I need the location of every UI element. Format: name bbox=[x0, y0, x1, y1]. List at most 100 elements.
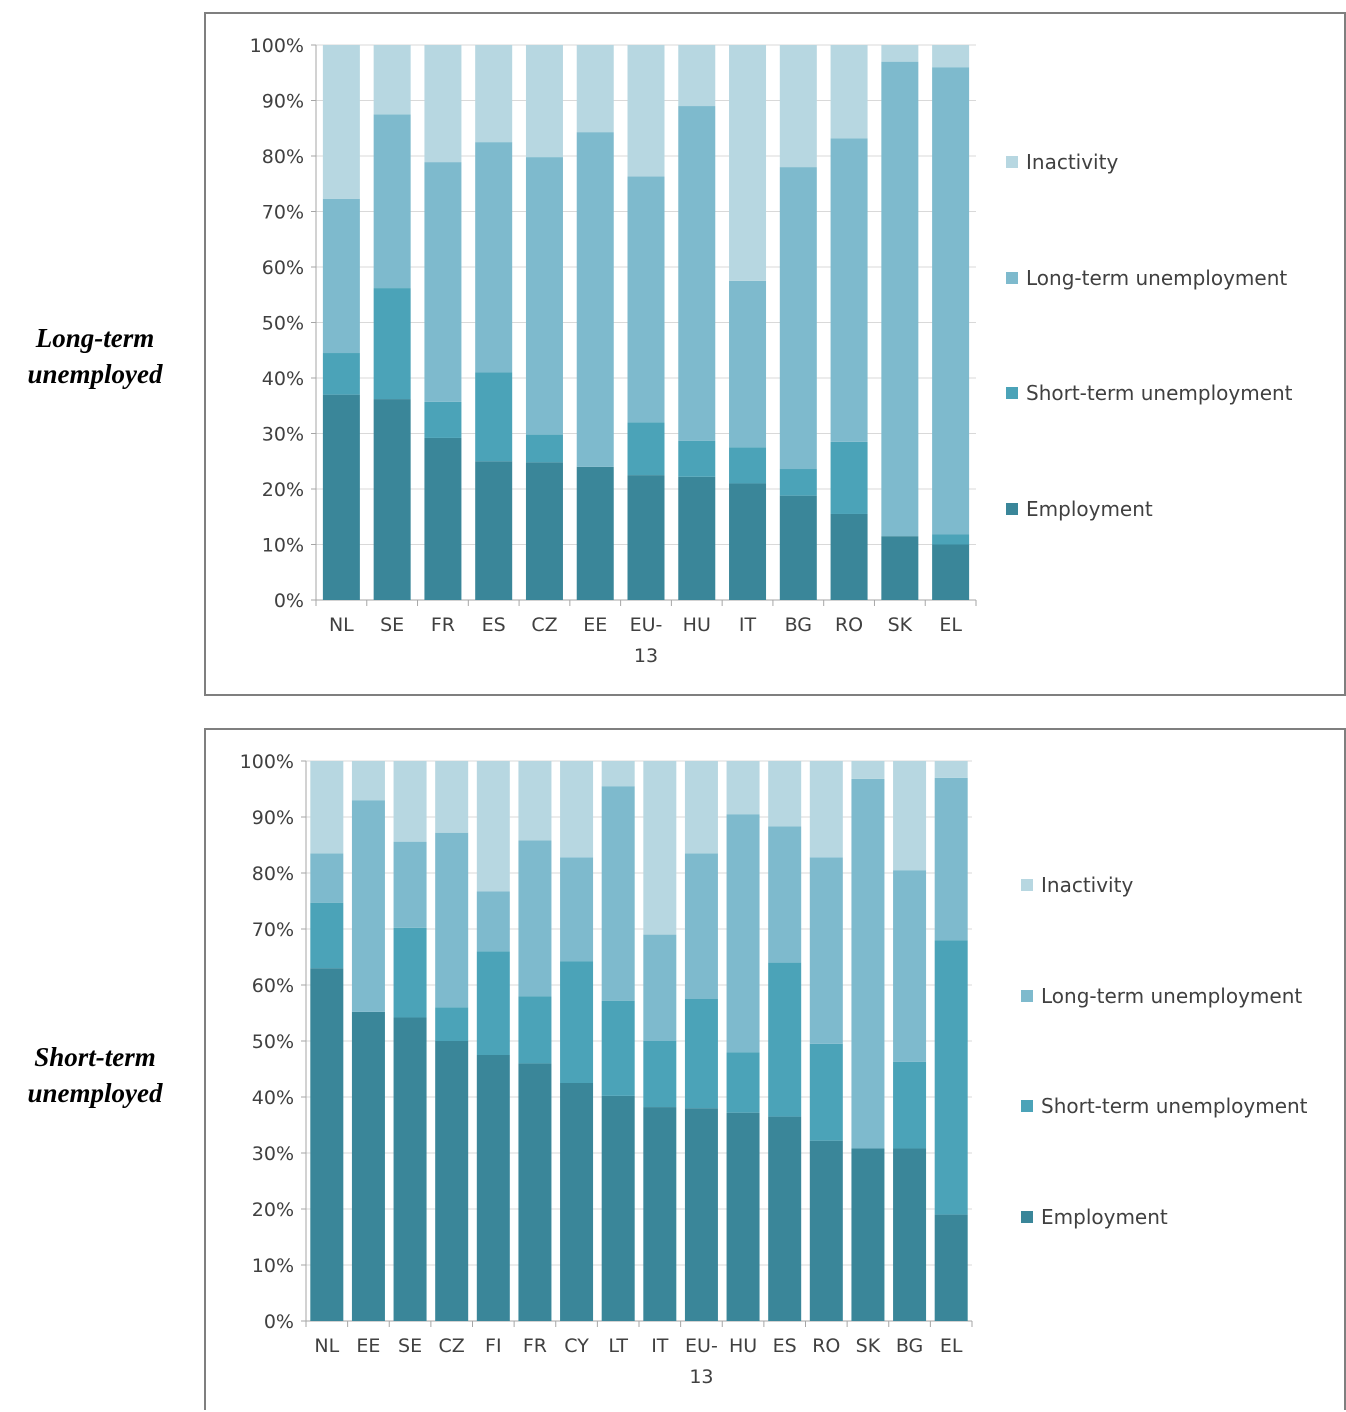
bar-short-term-unemployment-fr bbox=[424, 401, 462, 438]
y-tick-label: 60% bbox=[252, 975, 294, 997]
bar-long-term-unemployment-bg bbox=[779, 167, 817, 470]
y-tick-label: 10% bbox=[252, 1255, 294, 1277]
y-tick-label: 20% bbox=[262, 479, 304, 501]
x-tick-label-lt: LT bbox=[608, 1335, 628, 1357]
legend-label-inactivity: Inactivity bbox=[1026, 150, 1118, 174]
x-tick-label-nl: NL bbox=[329, 614, 354, 636]
bar-inactivity-bg bbox=[893, 761, 927, 871]
bar-long-term-unemployment-se bbox=[393, 841, 427, 928]
x-tick-label-bg: BG bbox=[785, 614, 812, 636]
chart-panel-long-term: 0% 10% 20% 30% 40% 50% 60% 70% 80% 90% 100% NL SE FR E… bbox=[204, 12, 1346, 696]
y-tick-label: 60% bbox=[262, 257, 304, 279]
row-label-bottom-line2: unemployed bbox=[27, 1078, 163, 1108]
bar-employment-cz bbox=[435, 1041, 469, 1321]
bar-employment-fr bbox=[424, 437, 462, 600]
legend-label-inactivity: Inactivity bbox=[1041, 873, 1133, 897]
bar-inactivity-nl bbox=[310, 761, 344, 854]
x-tick-label-fr: FR bbox=[523, 1335, 547, 1357]
y-tick-label: 40% bbox=[262, 368, 304, 390]
bar-short-term-unemployment-eu-13 bbox=[627, 422, 665, 476]
bar-long-term-unemployment-es bbox=[768, 826, 802, 963]
bar-inactivity-it bbox=[643, 761, 677, 935]
bar-inactivity-hu bbox=[678, 45, 716, 107]
bar-inactivity-ro bbox=[830, 45, 868, 139]
bar-short-term-unemployment-es bbox=[768, 962, 802, 1117]
bar-short-term-unemployment-cz bbox=[435, 1007, 469, 1041]
x-tick-label-se: SE bbox=[398, 1335, 422, 1357]
bar-short-term-unemployment-eu-13 bbox=[684, 999, 718, 1109]
y-tick-label: 50% bbox=[262, 313, 304, 335]
bar-short-term-unemployment-it bbox=[643, 1041, 677, 1108]
bar-long-term-unemployment-sk bbox=[851, 778, 885, 1149]
legend-label-long-term-unemployment: Long-term unemployment bbox=[1026, 266, 1287, 290]
bar-employment-nl bbox=[322, 394, 360, 600]
bar-short-term-unemployment-el bbox=[934, 940, 968, 1215]
bar-employment-ee bbox=[576, 466, 614, 600]
y-tick-label: 20% bbox=[252, 1199, 294, 1221]
x-tick-label-ro: RO bbox=[835, 614, 863, 636]
legend-swatch-short-term-unemployment bbox=[1006, 387, 1018, 399]
x-tick-label-cz: CZ bbox=[531, 614, 557, 636]
bar-long-term-unemployment-fi bbox=[476, 891, 510, 952]
x-tick-label-eu-13: EU-13 bbox=[630, 614, 663, 667]
legend-swatch-short-term-unemployment bbox=[1021, 1100, 1033, 1112]
y-tick-label: 0% bbox=[264, 1311, 294, 1333]
x-tick-label-fi: FI bbox=[485, 1335, 502, 1357]
bar-inactivity-ro bbox=[809, 761, 843, 858]
bar-short-term-unemployment-fi bbox=[476, 951, 510, 1055]
bar-long-term-unemployment-it bbox=[643, 934, 677, 1041]
bar-employment-nl bbox=[310, 968, 344, 1321]
y-tick-label: 90% bbox=[262, 91, 304, 113]
bar-employment-sk bbox=[851, 1148, 885, 1321]
y-tick-label: 10% bbox=[262, 535, 304, 557]
legend-label-employment: Employment bbox=[1041, 1205, 1168, 1229]
bar-employment-eu-13 bbox=[627, 475, 665, 600]
x-tick-label-ee: EE bbox=[356, 1335, 380, 1357]
x-tick-label-ro: RO bbox=[812, 1335, 840, 1357]
bar-short-term-unemployment-se bbox=[393, 927, 427, 1018]
bar-long-term-unemployment-ro bbox=[830, 138, 868, 442]
bar-short-term-unemployment-bg bbox=[893, 1061, 927, 1149]
bar-employment-el bbox=[934, 1214, 968, 1321]
y-tick-label: 30% bbox=[262, 424, 304, 446]
bar-employment-it bbox=[643, 1107, 677, 1321]
legend-swatch-employment bbox=[1006, 503, 1018, 515]
bar-long-term-unemployment-cz bbox=[435, 832, 469, 1008]
bar-long-term-unemployment-el bbox=[934, 777, 968, 941]
bar-short-term-unemployment-lt bbox=[601, 1000, 635, 1096]
bar-inactivity-es bbox=[768, 761, 802, 827]
bar-short-term-unemployment-bg bbox=[779, 469, 817, 496]
bar-employment-ro bbox=[830, 513, 868, 600]
bar-inactivity-it bbox=[729, 45, 767, 281]
bar-long-term-unemployment-lt bbox=[601, 786, 635, 1001]
bar-employment-se bbox=[373, 399, 411, 600]
x-tick-label-ee: EE bbox=[583, 614, 607, 636]
bar-long-term-unemployment-fr bbox=[518, 840, 552, 997]
x-tick-label-it: IT bbox=[739, 614, 757, 636]
row-label-top: Long-term unemployed bbox=[0, 320, 190, 392]
bar-inactivity-eu-13 bbox=[627, 45, 665, 177]
bar-inactivity-cy bbox=[560, 761, 594, 858]
bar-short-term-unemployment-hu bbox=[678, 440, 716, 477]
legend-label-short-term-unemployment: Short-term unemployment bbox=[1041, 1094, 1308, 1118]
bar-short-term-unemployment-it bbox=[729, 447, 767, 484]
y-tick-label: 100% bbox=[240, 751, 294, 773]
bar-employment-hu bbox=[678, 476, 716, 600]
bar-long-term-unemployment-se bbox=[373, 114, 411, 289]
bar-long-term-unemployment-nl bbox=[322, 198, 360, 354]
bar-short-term-unemployment-hu bbox=[726, 1052, 760, 1113]
bar-long-term-unemployment-ee bbox=[351, 800, 385, 1012]
row-label-top-line2: unemployed bbox=[27, 359, 163, 389]
bar-inactivity-ee bbox=[351, 761, 385, 801]
x-tick-label-es: ES bbox=[773, 1335, 797, 1357]
x-tick-label-sk: SK bbox=[888, 614, 913, 636]
bar-short-term-unemployment-nl bbox=[322, 353, 360, 395]
bar-employment-bg bbox=[893, 1148, 927, 1321]
bar-long-term-unemployment-el bbox=[932, 67, 970, 535]
bar-inactivity-fr bbox=[518, 761, 552, 841]
bar-short-term-unemployment-cz bbox=[525, 434, 563, 463]
bar-long-term-unemployment-hu bbox=[678, 106, 716, 441]
bar-inactivity-fi bbox=[476, 761, 510, 892]
bar-long-term-unemployment-ee bbox=[576, 132, 614, 467]
bar-inactivity-es bbox=[475, 45, 513, 143]
